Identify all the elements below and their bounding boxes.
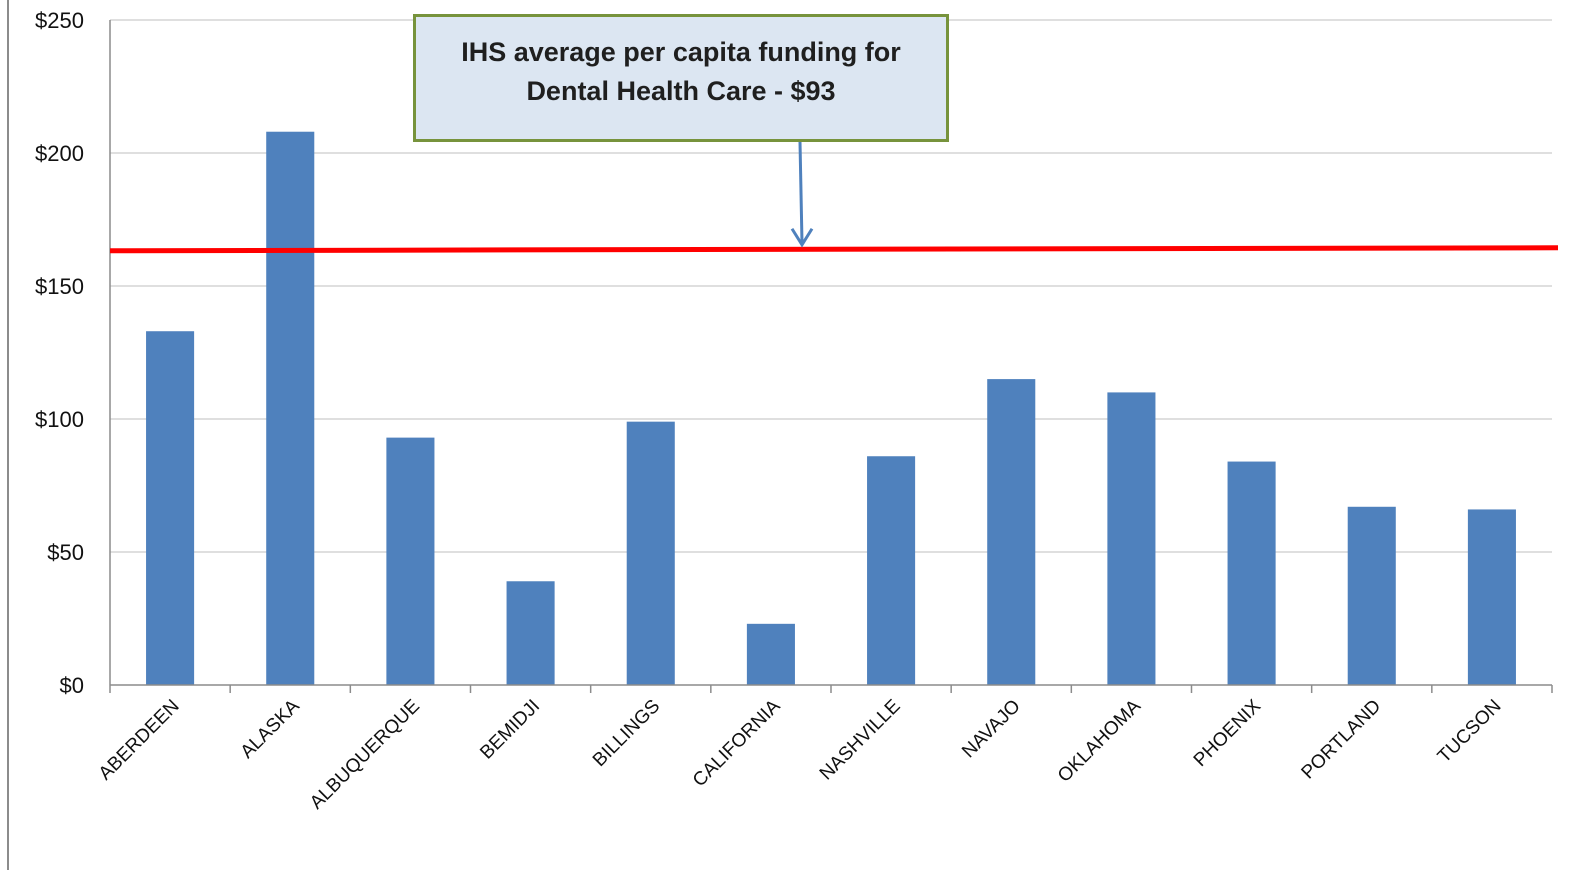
annotation-line-1: IHS average per capita funding for xyxy=(461,36,901,67)
x-tick-label: NAVAJO xyxy=(958,696,1025,763)
y-tick-label: $0 xyxy=(60,673,84,698)
bar xyxy=(1107,392,1156,685)
y-tick-label: $50 xyxy=(47,540,84,565)
x-tick-label: BILLINGS xyxy=(589,696,664,771)
bar xyxy=(987,379,1036,685)
x-tick-label: PORTLAND xyxy=(1298,696,1386,784)
reference-line-stroke xyxy=(109,245,1559,254)
x-tick-label: ABERDEEN xyxy=(95,696,184,785)
x-tick-label: OKLAHOMA xyxy=(1054,695,1145,786)
x-tick-label: CALIFORNIA xyxy=(689,695,785,791)
x-tick-label: PHOENIX xyxy=(1190,695,1266,771)
bars xyxy=(146,131,1516,686)
x-axis: ABERDEEN ALASKA ALBUQUERQUE BEMIDJI BILLINGS… xyxy=(95,684,1553,814)
x-tick-label: BEMIDJI xyxy=(476,696,544,764)
bar xyxy=(386,437,435,685)
bar xyxy=(146,331,195,685)
bar xyxy=(506,581,555,685)
arrow-shaft xyxy=(798,141,804,243)
y-tick-label: $200 xyxy=(35,141,84,166)
y-tick-label: $150 xyxy=(35,274,84,299)
x-tick-label: NASHVILLE xyxy=(816,696,905,785)
reference-line xyxy=(109,245,1559,254)
x-tick-label: TUCSON xyxy=(1434,696,1506,768)
bar xyxy=(1227,461,1276,685)
annotation-line-2: Dental Health Care - $93 xyxy=(526,76,836,106)
arrow-head xyxy=(790,227,814,248)
bar xyxy=(867,456,916,685)
annotation-callout: IHS average per capita funding for Denta… xyxy=(413,14,949,142)
annotation-arrow xyxy=(790,141,814,248)
bar xyxy=(266,131,315,686)
y-axis: $0 $50 $100 $150 $200 $250 xyxy=(35,8,111,698)
y-tick-label: $100 xyxy=(35,407,84,432)
bar xyxy=(626,421,675,685)
bar xyxy=(1467,509,1516,685)
bar xyxy=(1347,506,1396,685)
y-tick-label: $250 xyxy=(35,8,84,33)
x-tick-label: ALBUQUERQUE xyxy=(306,696,424,814)
bar xyxy=(746,623,795,685)
x-tick-label: ALASKA xyxy=(237,695,304,762)
